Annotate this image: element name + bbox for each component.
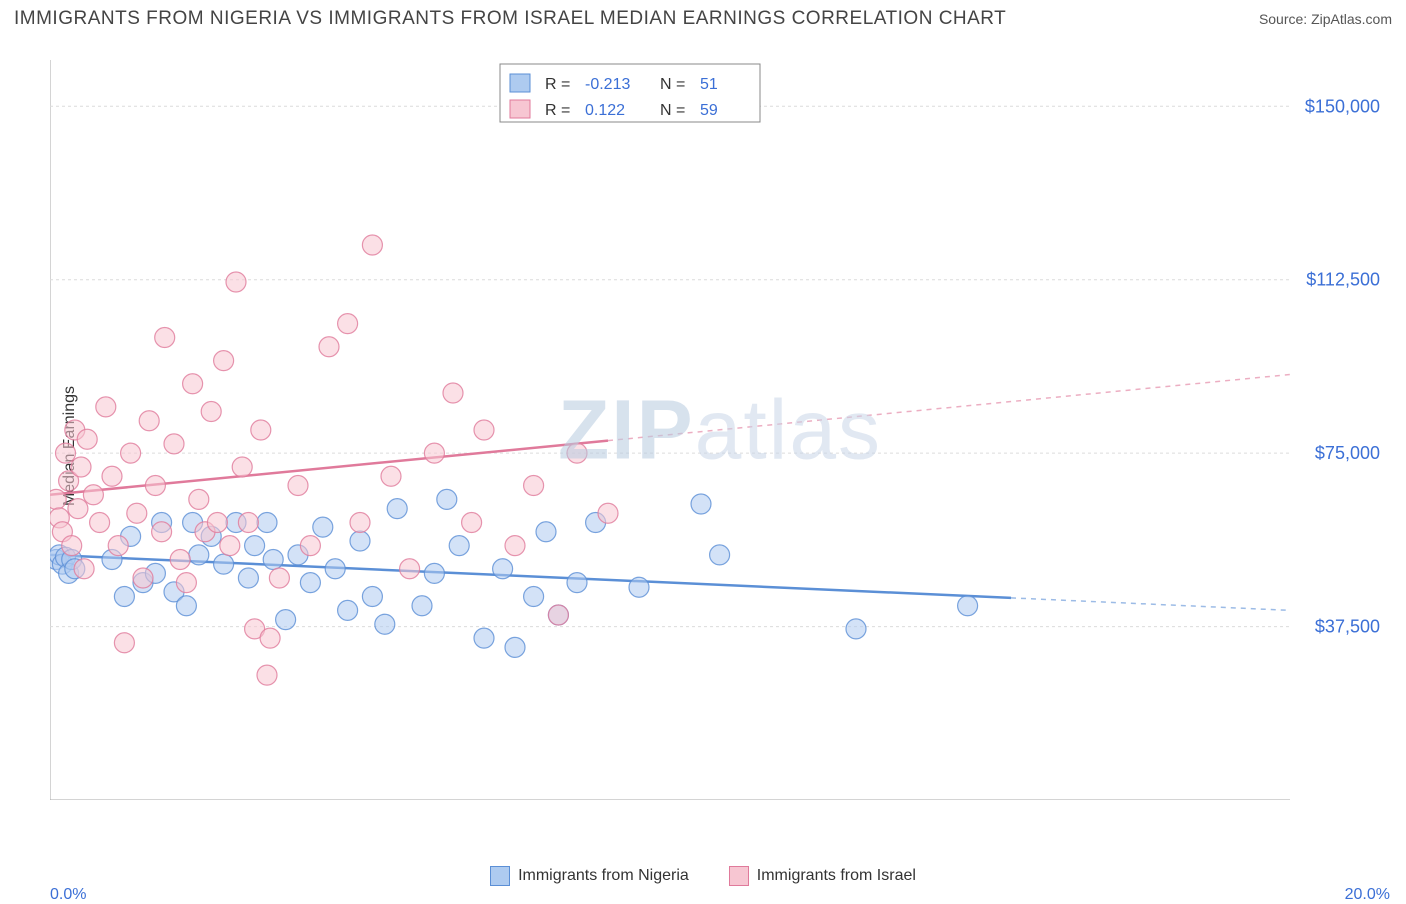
x-axis-max: 20.0%	[1345, 886, 1390, 904]
svg-text:$112,500: $112,500	[1306, 270, 1380, 290]
chart-title: IMMIGRANTS FROM NIGERIA VS IMMIGRANTS FR…	[14, 8, 1006, 30]
svg-text:N =: N =	[660, 102, 685, 119]
swatch-icon	[490, 866, 510, 886]
legend-item-nigeria: Immigrants from Nigeria	[490, 866, 689, 886]
svg-text:-0.213: -0.213	[585, 76, 630, 93]
chart-container: $37,500 $75,000 $112,500 $150,000 R = -0.213 N…	[50, 60, 1390, 800]
svg-text:R =: R =	[545, 76, 570, 93]
svg-text:$37,500: $37,500	[1315, 617, 1380, 637]
legend-label: Immigrants from Nigeria	[518, 867, 689, 885]
svg-text:59: 59	[700, 102, 718, 119]
svg-text:R =: R =	[545, 102, 570, 119]
scatter-chart: $37,500 $75,000 $112,500 $150,000 R = -0.213 N…	[50, 60, 1390, 800]
svg-text:$150,000: $150,000	[1305, 96, 1380, 116]
legend-item-israel: Immigrants from Israel	[729, 866, 916, 886]
svg-text:$75,000: $75,000	[1315, 443, 1380, 463]
svg-text:0.122: 0.122	[585, 102, 625, 119]
legend-label: Immigrants from Israel	[757, 867, 916, 885]
header: IMMIGRANTS FROM NIGERIA VS IMMIGRANTS FR…	[0, 0, 1406, 34]
x-axis-min: 0.0%	[50, 886, 86, 904]
svg-text:51: 51	[700, 76, 718, 93]
bottom-legend: Immigrants from Nigeria Immigrants from …	[0, 866, 1406, 886]
source-label: Source: ZipAtlas.com	[1259, 11, 1392, 27]
swatch-icon	[729, 866, 749, 886]
svg-text:N =: N =	[660, 76, 685, 93]
